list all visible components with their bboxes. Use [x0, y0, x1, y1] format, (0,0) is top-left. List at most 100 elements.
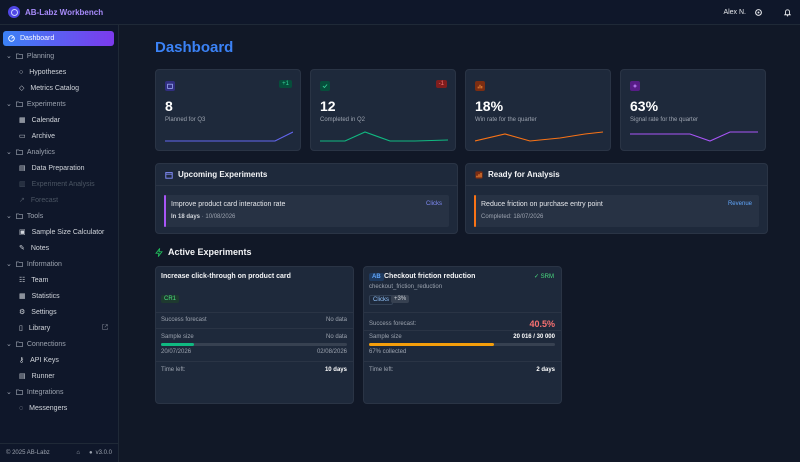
sidebar-item-messengers[interactable]: ◌ Messengers — [0, 400, 118, 416]
experiment-when: In 18 days · 10/08/2026 — [171, 214, 236, 220]
chevron-down-icon: ⌄ — [6, 101, 12, 108]
time-left-value: 10 days — [324, 367, 347, 373]
sidebar-item-runner[interactable]: ▤ Runner — [0, 368, 118, 384]
metric-tag: Clicks — [369, 295, 393, 305]
sparkline — [630, 131, 758, 142]
sidebar-item-data-preparation[interactable]: ▤ Data Preparation — [0, 160, 118, 176]
upcoming-experiments-panel: Upcoming Experiments Improve product car… — [155, 163, 458, 234]
chevron-down-icon: ⌄ — [6, 53, 12, 60]
folder-icon — [15, 213, 23, 219]
forecast-value: No data — [325, 317, 347, 323]
chevron-down-icon: ⌄ — [6, 261, 12, 268]
sample-label: Sample size — [369, 334, 402, 340]
sidebar-item-dashboard[interactable]: Dashboard — [3, 31, 114, 46]
sidebar-item-experiment-analysis[interactable]: ▥ Experiment Analysis — [0, 176, 118, 192]
panel-title: Ready for Analysis — [488, 170, 560, 179]
ab-badge: AB — [369, 273, 384, 281]
stat-value: 63% — [630, 98, 659, 114]
sidebar-item-api-keys[interactable]: ⚷ API Keys — [0, 352, 118, 368]
chevron-down-icon: ⌄ — [6, 389, 12, 396]
sidebar-section-planning[interactable]: ⌄ Planning — [0, 48, 118, 64]
sidebar-item-metrics-catalog[interactable]: ◇ Metrics Catalog — [0, 80, 118, 96]
sidebar-item-forecast[interactable]: ↗ Forecast — [0, 192, 118, 208]
collected-label: 67% collected — [369, 349, 407, 355]
sidebar: Dashboard ⌄ Planning ○ Hypotheses ◇ Metr… — [0, 25, 119, 462]
sidebar-item-label: Forecast — [30, 196, 59, 204]
sidebar-item-statistics[interactable]: ▦ Statistics — [0, 288, 118, 304]
stat-value: 12 — [320, 98, 336, 114]
chevron-down-icon: ⌄ — [6, 149, 12, 156]
progress-fill — [161, 343, 195, 346]
sidebar-item-label: Statistics — [31, 292, 60, 300]
user-name[interactable]: Alex N. — [723, 8, 746, 16]
bell-icon[interactable] — [783, 8, 792, 17]
sidebar-item-label: Data Preparation — [31, 164, 85, 172]
external-link-icon — [102, 324, 108, 332]
chart-icon: ▥ — [19, 181, 26, 188]
calendar-icon — [165, 81, 175, 91]
sidebar-item-label: Calendar — [31, 116, 61, 124]
github-icon[interactable]: ● — [89, 450, 93, 456]
stat-card-win-rate: 18% Win rate for the quarter — [465, 69, 611, 151]
sidebar-item-label: Experiment Analysis — [31, 180, 95, 188]
sidebar-item-sample-size-calculator[interactable]: ▣ Sample Size Calculator — [0, 224, 118, 240]
section-label: Planning — [26, 52, 55, 60]
calendar-icon: ▦ — [19, 117, 26, 124]
tag-icon: ◇ — [19, 85, 25, 92]
sidebar-item-archive[interactable]: ▭ Archive — [0, 128, 118, 144]
sidebar-section-tools[interactable]: ⌄ Tools — [0, 208, 118, 224]
progress-fill — [369, 343, 494, 346]
accent-bar — [474, 195, 476, 227]
sparkline — [165, 131, 293, 142]
sidebar-item-settings[interactable]: ⚙ Settings — [0, 304, 118, 320]
start-date: 20/07/2026 — [161, 349, 192, 355]
experiment-card[interactable]: Increase click-through on product card C… — [155, 266, 354, 404]
section-title: Active Experiments — [168, 247, 252, 257]
sidebar-item-label: Dashboard — [20, 35, 55, 42]
sidebar-section-analytics[interactable]: ⌄ Analytics — [0, 144, 118, 160]
sample-progress-bar — [161, 343, 347, 346]
section-label: Analytics — [26, 148, 55, 156]
experiment-completed: Completed: 18/07/2026 — [481, 214, 544, 220]
stat-badge: +1 — [279, 80, 292, 88]
check-icon — [320, 81, 330, 91]
sample-label: Sample size — [161, 334, 194, 340]
sample-progress-bar — [369, 343, 555, 346]
metric-tag: CR1 — [161, 295, 180, 303]
time-left-label: Time left: — [369, 367, 394, 373]
sidebar-item-hypotheses[interactable]: ○ Hypotheses — [0, 64, 118, 80]
sidebar-item-calendar[interactable]: ▦ Calendar — [0, 112, 118, 128]
gear-icon[interactable] — [754, 8, 763, 17]
stat-label: Planned for Q3 — [165, 117, 206, 123]
sidebar-item-label: Archive — [31, 132, 55, 140]
top-bar: AB-Labz Workbench Alex N. — [0, 0, 800, 25]
sidebar-item-library[interactable]: ▯ Library — [0, 320, 118, 336]
experiment-name: Reduce friction on purchase entry point — [481, 201, 603, 208]
sidebar-item-team[interactable]: ☷ Team — [0, 272, 118, 288]
pencil-icon: ✎ — [19, 245, 25, 252]
folder-icon — [15, 341, 23, 347]
ready-experiment-item[interactable]: Reduce friction on purchase entry point … — [474, 195, 759, 227]
sidebar-section-experiments[interactable]: ⌄ Experiments — [0, 96, 118, 112]
sidebar-item-notes[interactable]: ✎ Notes — [0, 240, 118, 256]
sparkline — [475, 131, 603, 142]
key-icon: ⚷ — [19, 357, 25, 364]
experiment-name: Improve product card interaction rate — [171, 201, 286, 208]
sidebar-item-label: Hypotheses — [29, 68, 67, 76]
main-content: Dashboard +1 8 Planned for Q3 -1 12 Comp… — [119, 25, 800, 462]
sidebar-section-integrations[interactable]: ⌄ Integrations — [0, 384, 118, 400]
calendar-icon — [165, 171, 173, 179]
experiment-card[interactable]: AB Checkout friction reduction ✓ SRM che… — [363, 266, 562, 404]
active-experiments-heading: Active Experiments — [155, 247, 252, 257]
sidebar-section-information[interactable]: ⌄ Information — [0, 256, 118, 272]
sparkle-icon — [630, 81, 640, 91]
panel-title: Upcoming Experiments — [178, 170, 268, 179]
gear-icon: ⚙ — [19, 309, 26, 316]
graduation-cap-icon[interactable]: ⌂ — [76, 450, 81, 456]
sidebar-item-label: Notes — [30, 244, 50, 252]
stat-label: Win rate for the quarter — [475, 117, 537, 123]
sidebar-item-label: Team — [31, 276, 49, 284]
folder-icon — [15, 149, 23, 155]
upcoming-experiment-item[interactable]: Improve product card interaction rate In… — [164, 195, 449, 227]
sidebar-section-connections[interactable]: ⌄ Connections — [0, 336, 118, 352]
